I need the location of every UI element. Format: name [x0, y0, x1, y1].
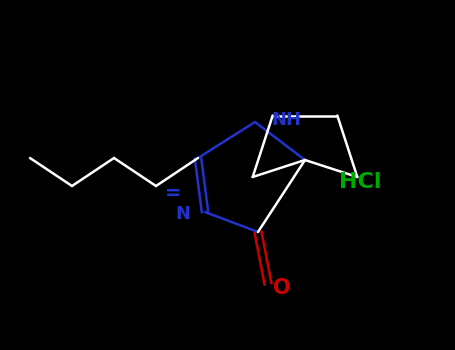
Text: NH: NH [271, 111, 301, 129]
Text: =: = [165, 184, 181, 203]
Text: O: O [273, 278, 291, 298]
Text: N: N [176, 205, 191, 223]
Text: HCl: HCl [339, 172, 381, 192]
